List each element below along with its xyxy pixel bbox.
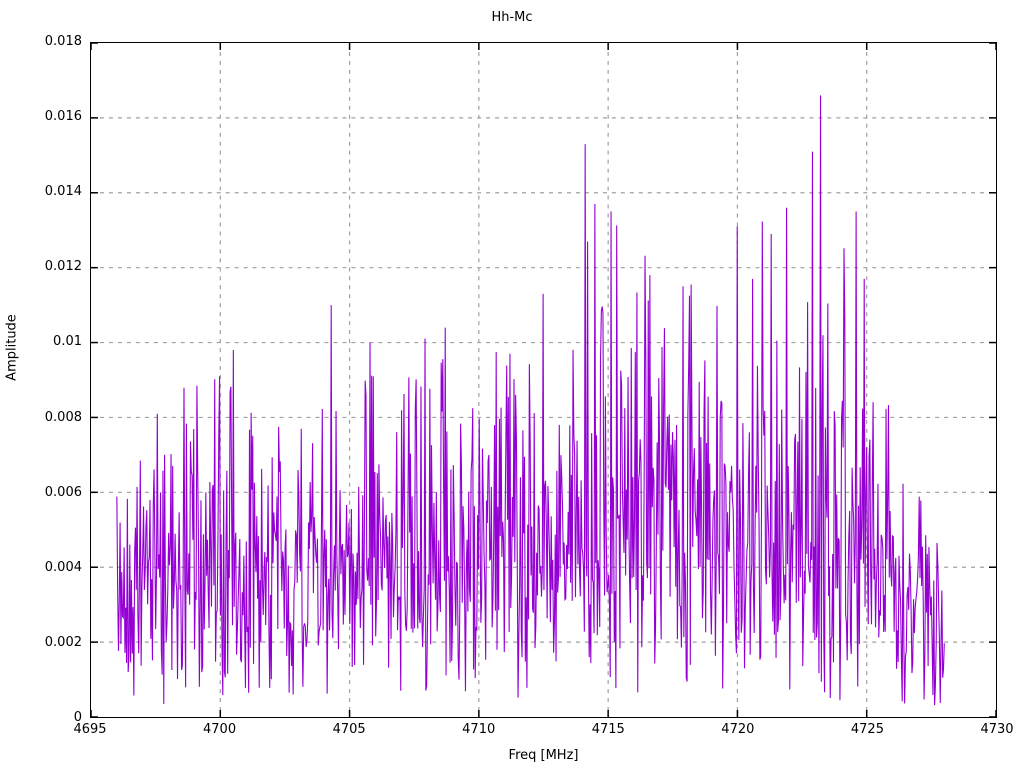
y-axis-label: Amplitude	[4, 314, 20, 381]
y-tick-label: 0	[73, 710, 82, 725]
y-axis-tick-labels: 0 0.002 0.004 0.006 0.008 0.01 0.012 0.014 0.016…	[0, 35, 82, 725]
spectrum-line-series	[116, 95, 945, 706]
y-tick-label: 0.018	[44, 34, 82, 49]
y-tick-label: 0.016	[44, 109, 82, 125]
x-axis-tick-labels: 4695 4700 4705 4710 4715 4720 4725 4730	[73, 722, 1013, 742]
plot-area	[90, 42, 997, 718]
x-tick-label: 4720	[721, 722, 755, 737]
x-tick-label: 4710	[462, 722, 496, 737]
y-tick-label: 0.006	[44, 484, 82, 500]
x-tick-label: 4705	[332, 722, 366, 737]
y-tick-label: 0.01	[53, 334, 82, 350]
x-axis-label: Freq [MHz]	[508, 748, 579, 763]
x-tick-label: 4700	[203, 722, 237, 737]
axis-ticks	[91, 43, 996, 717]
chart-title: Hh-Mc	[491, 10, 533, 25]
y-tick-label: 0.004	[44, 559, 82, 575]
x-tick-label: 4730	[980, 722, 1014, 737]
x-tick-label: 4695	[73, 722, 107, 737]
x-tick-label: 4725	[850, 722, 884, 737]
x-tick-label: 4715	[591, 722, 625, 737]
y-tick-label: 0.008	[44, 409, 82, 425]
y-tick-label: 0.002	[44, 634, 82, 650]
y-tick-label: 0.014	[44, 184, 82, 200]
y-tick-label: 0.012	[44, 259, 82, 275]
